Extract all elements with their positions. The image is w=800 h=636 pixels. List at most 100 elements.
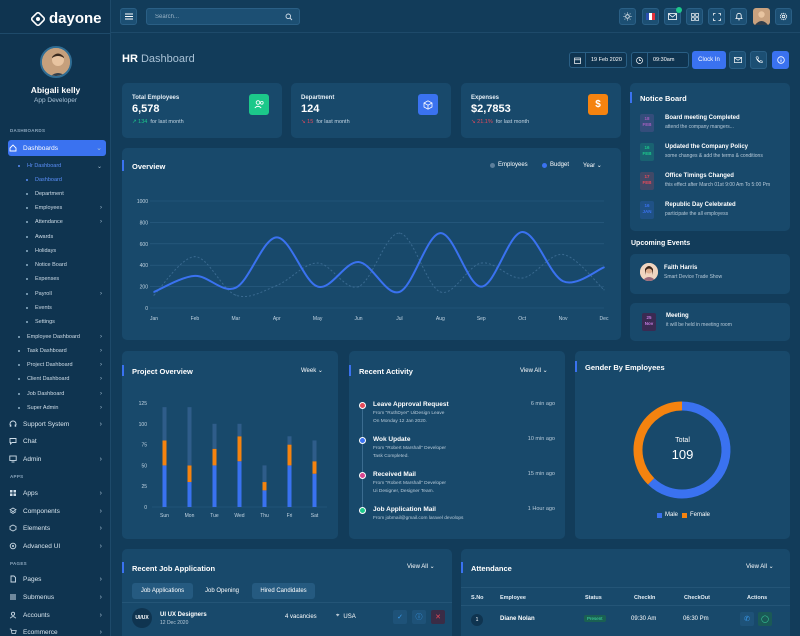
date-picker[interactable]: 19 Feb 2020	[569, 52, 627, 68]
sidebar-item-label: Ecommerce	[23, 628, 58, 636]
event-card-2[interactable]: 25 Nov Meeting it will be held in meeting…	[630, 303, 790, 341]
notice-item[interactable]: 16 JAN Republic Day Celebrated participate …	[630, 201, 790, 227]
sidebar-item-ecommerce[interactable]: Ecommerce ›	[8, 624, 106, 636]
sidebar-item-label: Awards	[35, 234, 54, 240]
sidebar-item-submenus[interactable]: Submenus ›	[8, 589, 106, 605]
sidebar-item-admin[interactable]: Admin ›	[8, 451, 106, 467]
tab-job-applications[interactable]: Job Applications	[132, 583, 193, 599]
activity-item[interactable]: Received Mail 15 min ago From "Robert Mars…	[349, 470, 565, 500]
job-date: 12 Dec 2020	[160, 620, 189, 626]
chevron-right-icon: ›	[100, 391, 102, 397]
y-tick-label: 25	[141, 484, 147, 490]
activity-item[interactable]: Leave Approval Request 6 min ago From "Rut…	[349, 400, 565, 430]
sidebar-item-advanced-ui[interactable]: Advanced UI ›	[8, 538, 106, 554]
period-label: Year	[583, 163, 596, 169]
sidebar-subitem-payroll[interactable]: Payroll ›	[26, 288, 106, 300]
sidebar-item-job-dashboard[interactable]: Job Dashboard ›	[18, 388, 106, 400]
settings-button[interactable]	[775, 8, 792, 25]
period-dropdown[interactable]: Year ⌄	[583, 162, 602, 169]
info-button[interactable]	[772, 51, 789, 69]
user-avatar[interactable]	[40, 46, 72, 78]
sidebar-item-task-dashboard[interactable]: Task Dashboard ›	[18, 345, 106, 357]
sidebar-item-elements[interactable]: Elements ›	[8, 520, 106, 536]
sidebar-item-label: Employee Dashboard	[27, 334, 80, 340]
search-icon[interactable]	[285, 13, 293, 21]
menu-toggle-button[interactable]	[120, 8, 137, 25]
call-button[interactable]	[750, 51, 767, 69]
activity-line-1: From jobmail@gmail.com laravel devolops	[373, 516, 464, 521]
sidebar-item-chat[interactable]: Chat	[8, 433, 106, 449]
sidebar-subitem-department[interactable]: Department	[26, 188, 106, 200]
time-picker[interactable]: 09:30am	[631, 52, 689, 68]
legend-budget[interactable]: Budget	[542, 162, 569, 168]
sidebar-subitem-attendance[interactable]: Attendance ›	[26, 216, 106, 228]
donut-slice-female	[633, 401, 683, 485]
budget-point	[275, 236, 278, 239]
sidebar-subitem-notice-board[interactable]: Notice Board	[26, 259, 106, 271]
info-button[interactable]: ⓘ	[412, 610, 426, 624]
mail-button[interactable]	[729, 51, 746, 69]
view-all-dropdown[interactable]: View All ⌄	[520, 367, 548, 374]
sidebar-item-pages[interactable]: Pages ›	[8, 571, 106, 587]
sidebar-item-employee-dashboard[interactable]: Employee Dashboard ›	[18, 331, 106, 343]
sidebar-item-hr-dashboard[interactable]: Hr Dashboard ⌄	[18, 160, 106, 172]
view-all-dropdown[interactable]: View All ⌄	[407, 563, 435, 570]
brand-logo[interactable]: dayone	[31, 10, 102, 27]
chevron-right-icon: ›	[100, 205, 102, 211]
gender-card: Gender By Employees Total 109 Male Femal…	[575, 351, 790, 539]
sidebar-item-dashboards[interactable]: Dashboards ⌄	[8, 140, 106, 156]
theme-toggle-button[interactable]	[619, 8, 636, 25]
fullscreen-icon	[712, 12, 721, 21]
attendance-card: Attendance View All ⌄ S.No Employee Stat…	[461, 549, 790, 636]
tab-hired-candidates[interactable]: Hired Candidates	[252, 583, 315, 599]
notice-item[interactable]: 18 FEB Board meeting Completed attend the c…	[630, 114, 790, 140]
budget-point	[357, 261, 360, 263]
sidebar-item-accounts[interactable]: Accounts ›	[8, 607, 106, 623]
fullscreen-button[interactable]	[708, 8, 725, 25]
event-card-1[interactable]: Faith Harris Smart Device Trade Show	[630, 254, 790, 294]
period-dropdown[interactable]: Week ⌄	[301, 367, 323, 374]
tab-job-opening[interactable]: Job Opening	[197, 583, 247, 599]
job-name[interactable]: UI UX Designers	[160, 612, 207, 618]
sidebar-subitem-holidays[interactable]: Holidays	[26, 245, 106, 257]
sidebar-subitem-dashboard[interactable]: Dashboard	[26, 174, 106, 186]
call-employee-button[interactable]: ✆	[740, 612, 754, 626]
sidebar-item-support-system[interactable]: Support System ›	[8, 416, 106, 432]
bar-blue	[287, 465, 292, 507]
view-all-dropdown[interactable]: View All ⌄	[746, 563, 774, 570]
legend-employees[interactable]: Employees	[490, 162, 528, 168]
sidebar-subitem-expenses[interactable]: Expenses	[26, 273, 106, 285]
employees-point	[317, 262, 319, 264]
sidebar-item-label: Super Admin	[27, 405, 59, 411]
notice-item[interactable]: 17 FEB Office Timings Changed this effect a…	[630, 172, 790, 198]
notice-month: FEB	[642, 151, 652, 156]
message-employee-button[interactable]: ◯	[758, 612, 772, 626]
search-input[interactable]	[147, 9, 299, 24]
notifications-button[interactable]	[730, 8, 747, 25]
event-avatar	[640, 263, 658, 281]
sidebar-subitem-settings[interactable]: Settings	[26, 316, 106, 328]
language-button[interactable]	[642, 8, 659, 25]
sidebar-item-apps[interactable]: Apps ›	[8, 485, 106, 501]
apps-button[interactable]	[686, 8, 703, 25]
messages-button[interactable]	[664, 7, 682, 25]
notice-item[interactable]: 16 FEB Updated the Company Policy some chan…	[630, 143, 790, 169]
sidebar-subitem-events[interactable]: Events	[26, 302, 106, 314]
stat-trend: ↗ 134 for last month	[132, 119, 184, 125]
donut-slice-male	[647, 401, 731, 499]
sidebar-item-super-admin[interactable]: Super Admin ›	[18, 402, 106, 414]
sidebar-item-client-dashboard[interactable]: Client Dashboard ›	[18, 373, 106, 385]
sidebar-item-components[interactable]: Components ›	[8, 503, 106, 519]
profile-avatar[interactable]	[753, 8, 770, 25]
job-vacancies: 4 vacancies	[285, 614, 317, 620]
bell-icon	[734, 12, 743, 21]
clock-in-button[interactable]: Clock In	[692, 51, 726, 69]
sidebar-subitem-awards[interactable]: Awards	[26, 231, 106, 243]
activity-item[interactable]: Wok Update 10 min ago From "Robert Marshal…	[349, 435, 565, 465]
sidebar-item-project-dashboard[interactable]: Project Dashboard ›	[18, 359, 106, 371]
activity-item[interactable]: Job Application Mail 1 Hour ago From jobma…	[349, 505, 565, 535]
approve-button[interactable]: ✓	[393, 610, 407, 624]
sidebar-subitem-employees[interactable]: Employees ›	[26, 202, 106, 214]
reject-button[interactable]: ✕	[431, 610, 445, 624]
employee-name[interactable]: Diane Nolan	[500, 616, 535, 622]
